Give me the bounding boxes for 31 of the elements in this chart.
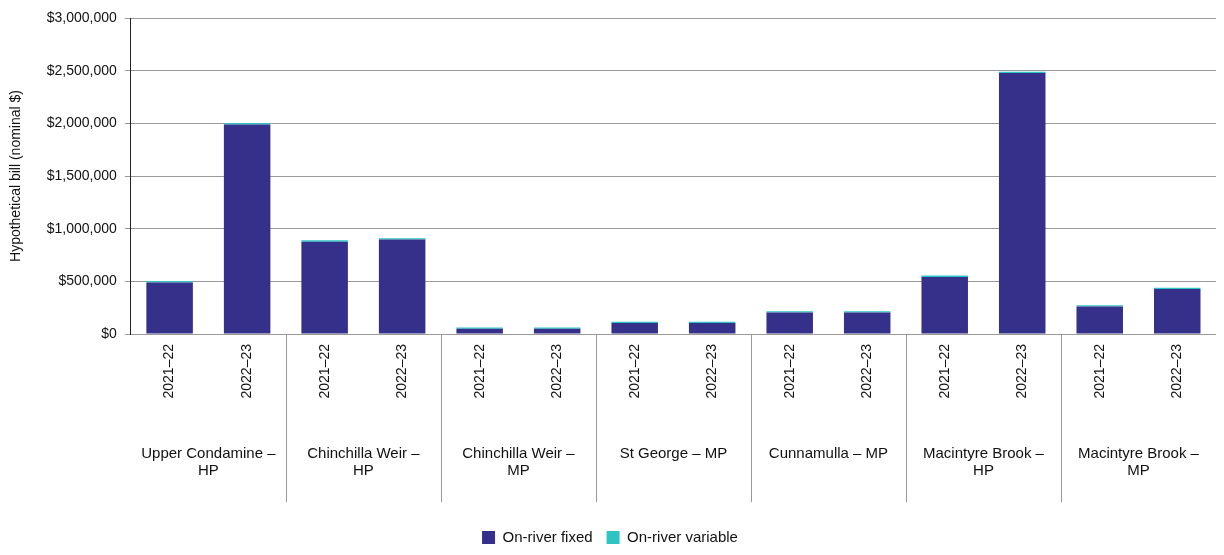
x-tick-label: 2022–23 xyxy=(548,343,565,399)
y-tick-label: $1,500,000 xyxy=(46,166,118,183)
x-tick-label: 2021–22 xyxy=(315,343,332,399)
x-tick-label: 2021–22 xyxy=(780,343,797,399)
y-tick-label: $1,000,000 xyxy=(46,219,118,236)
text: Chinchilla Weir – MP xyxy=(462,443,576,478)
text: Upper Condamine – HP xyxy=(141,443,277,478)
x-tick-label: 2021–22 xyxy=(470,343,487,399)
x-tick-label: 2022–23 xyxy=(1013,343,1030,399)
text: St George – MP xyxy=(619,443,728,461)
text: Chinchilla Weir – HP xyxy=(307,443,421,478)
y-tick-label: $0 xyxy=(101,324,118,341)
x-tick-label: 2022–23 xyxy=(393,343,410,399)
x-tick-label: 2021–22 xyxy=(625,343,642,399)
text: Macintyre Brook – HP xyxy=(923,443,1045,478)
text: Macintyre Brook – MP xyxy=(1078,443,1200,478)
x-tick-label: 2022–23 xyxy=(858,343,875,399)
x-tick-label: 2021–22 xyxy=(935,343,952,399)
legend-label: On-river fixed xyxy=(502,527,593,545)
x-tick-label: 2021–22 xyxy=(1090,343,1107,399)
y-axis-title: Hypothetical bill (nominal $) xyxy=(7,90,24,262)
x-tick-label: 2022–23 xyxy=(703,343,720,399)
y-tick-label: $500,000 xyxy=(58,272,118,289)
y-tick-label: $2,000,000 xyxy=(46,114,118,131)
y-tick-label: $3,000,000 xyxy=(46,8,118,25)
text: Cunnamulla – MP xyxy=(768,443,889,461)
x-tick-label: 2022–23 xyxy=(237,343,254,399)
x-tick-label: 2021–22 xyxy=(160,343,177,399)
y-tick-label: $2,500,000 xyxy=(46,61,118,78)
x-tick-label: 2022–23 xyxy=(1168,343,1185,399)
legend-label: On-river variable xyxy=(627,527,738,545)
